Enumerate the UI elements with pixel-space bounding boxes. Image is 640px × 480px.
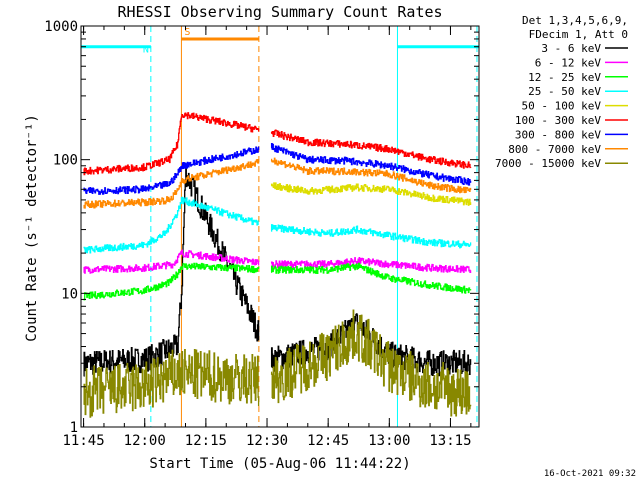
legend: Det 1,3,4,5,6,9,FDecim 1, Att 03 - 6 keV… (495, 14, 628, 170)
legend-label-3: 25 - 50 keV (528, 85, 601, 98)
x-axis-label: Start Time (05-Aug-06 11:44:22) (149, 456, 410, 472)
y-axis-label: Count Rate (s⁻¹ detector⁻¹) (24, 114, 40, 342)
series-line-7 (83, 157, 472, 209)
legend-label-2: 12 - 25 keV (528, 71, 601, 84)
y-tick-label-0: 1 (70, 420, 78, 436)
series-line-1 (83, 249, 472, 274)
x-tick-label-1: 12:00 (124, 433, 166, 449)
legend-header-0: Det 1,3,4,5,6,9, (522, 14, 628, 27)
legend-label-7: 800 - 7000 keV (508, 143, 601, 156)
legend-label-0: 3 - 6 keV (541, 42, 601, 55)
flag-label-1: N (143, 45, 149, 56)
y-tick-label-3: 1000 (44, 19, 78, 35)
y-tick-label-1: 10 (61, 286, 78, 302)
legend-label-5: 100 - 300 keV (515, 114, 601, 127)
legend-header-1: FDecim 1, Att 0 (529, 28, 628, 41)
plot-area: NS (80, 26, 479, 427)
series-line-5 (83, 112, 472, 176)
x-tick-label-0: 11:45 (63, 433, 105, 449)
flag-label-2: S (184, 27, 190, 38)
legend-label-4: 50 - 100 keV (522, 100, 602, 113)
x-tick-label-5: 13:00 (368, 433, 410, 449)
axes: 1 10 100 1000 11:45 12:00 12:15 12:30 12:45 13:00… (44, 19, 480, 449)
x-tick-label-4: 12:45 (307, 433, 349, 449)
legend-label-6: 300 - 800 keV (515, 128, 601, 141)
series-line-6 (83, 143, 472, 195)
series-line-4 (270, 182, 472, 206)
x-tick-label-2: 12:15 (185, 433, 227, 449)
series-line-8 (83, 309, 472, 418)
x-tick-label-6: 13:15 (429, 433, 471, 449)
y-tick-label-2: 100 (53, 153, 78, 169)
legend-label-1: 6 - 12 keV (535, 56, 602, 69)
plot-frame (80, 25, 480, 428)
chart-title: RHESSI Observing Summary Count Rates (117, 3, 442, 21)
series-line-2 (83, 262, 472, 301)
x-tick-label-3: 12:30 (246, 433, 288, 449)
series-line-3 (83, 196, 472, 254)
legend-label-8: 7000 - 15000 keV (495, 157, 601, 170)
footer-timestamp: 16-Oct-2021 09:32 (544, 469, 636, 479)
